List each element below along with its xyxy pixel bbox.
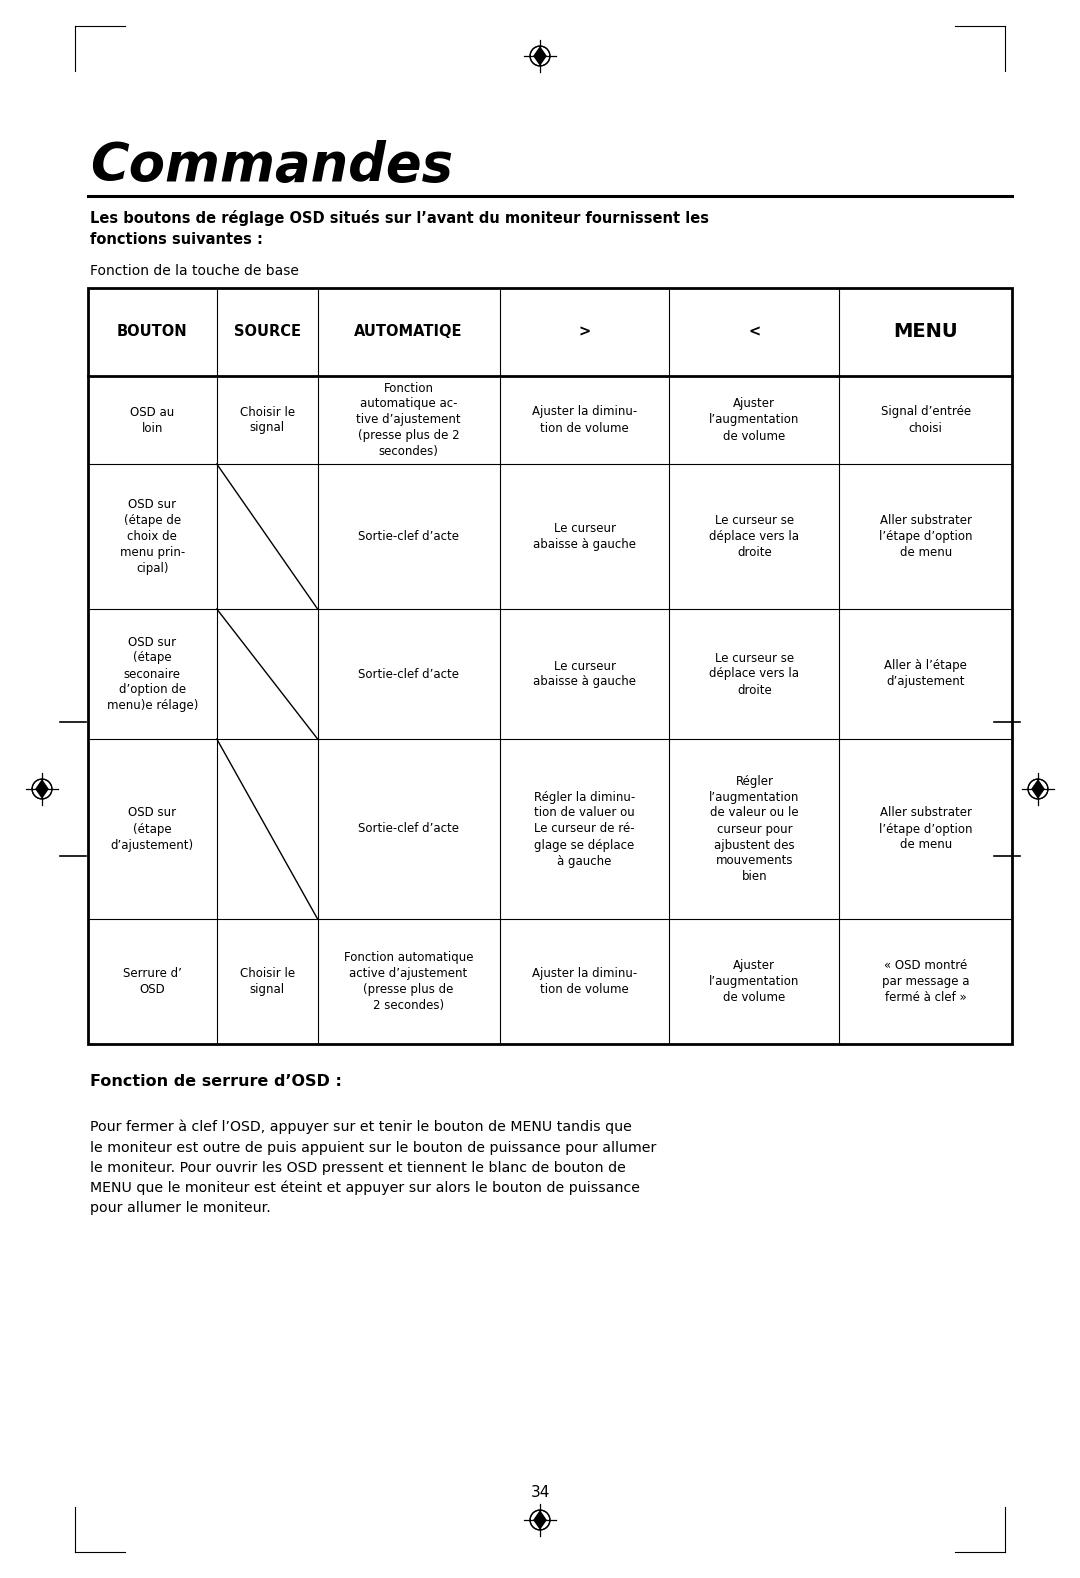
Text: Sortie-clef d’acte: Sortie-clef d’acte <box>359 822 459 835</box>
Text: Commandes: Commandes <box>90 140 453 193</box>
Text: MENU: MENU <box>893 322 958 341</box>
Text: <: < <box>748 325 760 339</box>
Text: 34: 34 <box>530 1485 550 1501</box>
Polygon shape <box>534 1510 546 1531</box>
Text: Sortie-clef d’acte: Sortie-clef d’acte <box>359 667 459 680</box>
Text: Régler
l’augmentation
de valeur ou le
curseur pour
ajbustent des
mouvements
bien: Régler l’augmentation de valeur ou le cu… <box>710 775 799 884</box>
Text: Le curseur
abaisse à gauche: Le curseur abaisse à gauche <box>534 522 636 551</box>
Text: Fonction de la touche de base: Fonction de la touche de base <box>90 264 299 278</box>
Text: >: > <box>579 325 591 339</box>
Text: Régler la diminu-
tion de valuer ou
Le curseur de ré-
glage se déplace
à gauche: Régler la diminu- tion de valuer ou Le c… <box>534 791 635 868</box>
Text: Aller à l’étape
d’ajustement: Aller à l’étape d’ajustement <box>885 660 967 688</box>
Text: Signal d’entrée
choisi: Signal d’entrée choisi <box>880 406 971 434</box>
Text: Fonction
automatique ac-
tive d’ajustement
(presse plus de 2
secondes): Fonction automatique ac- tive d’ajusteme… <box>356 382 461 459</box>
Text: Choisir le
signal: Choisir le signal <box>240 406 295 434</box>
Polygon shape <box>36 780 49 798</box>
Text: SOURCE: SOURCE <box>233 325 300 339</box>
Text: BOUTON: BOUTON <box>117 325 188 339</box>
Text: OSD sur
(étape de
choix de
menu prin-
cipal): OSD sur (étape de choix de menu prin- ci… <box>120 499 185 574</box>
Text: AUTOMATIQE: AUTOMATIQE <box>354 325 463 339</box>
Text: OSD au
loin: OSD au loin <box>131 406 175 434</box>
Bar <box>87 289 1012 1045</box>
Polygon shape <box>534 46 546 66</box>
Text: Ajuster
l’augmentation
de volume: Ajuster l’augmentation de volume <box>710 959 799 1004</box>
Text: Le curseur
abaisse à gauche: Le curseur abaisse à gauche <box>534 660 636 688</box>
Text: « OSD montré
par message a
fermé à clef »: « OSD montré par message a fermé à clef … <box>882 959 970 1004</box>
Text: Les boutons de réglage OSD situés sur l’avant du moniteur fournissent les
foncti: Les boutons de réglage OSD situés sur l’… <box>90 210 708 248</box>
Text: Aller substrater
l’étape d’option
de menu: Aller substrater l’étape d’option de men… <box>879 806 972 852</box>
Polygon shape <box>1031 780 1044 798</box>
Text: OSD sur
(étape
d’ajustement): OSD sur (étape d’ajustement) <box>111 806 194 852</box>
Text: OSD sur
(étape
seconaire
d’option de
menu)e rélage): OSD sur (étape seconaire d’option de men… <box>107 636 198 713</box>
Text: Ajuster la diminu-
tion de volume: Ajuster la diminu- tion de volume <box>532 967 637 996</box>
Text: Fonction automatique
active d’ajustement
(presse plus de
2 secondes): Fonction automatique active d’ajustement… <box>343 952 473 1011</box>
Text: Pour fermer à clef l’OSD, appuyer sur et tenir le bouton de MENU tandis que
le m: Pour fermer à clef l’OSD, appuyer sur et… <box>90 1120 657 1215</box>
Text: Fonction de serrure d’OSD :: Fonction de serrure d’OSD : <box>90 1075 342 1089</box>
Text: Le curseur se
déplace vers la
droite: Le curseur se déplace vers la droite <box>710 652 799 696</box>
Text: Choisir le
signal: Choisir le signal <box>240 967 295 996</box>
Text: Le curseur se
déplace vers la
droite: Le curseur se déplace vers la droite <box>710 514 799 559</box>
Text: Serrure d’
OSD: Serrure d’ OSD <box>123 967 181 996</box>
Text: Aller substrater
l’étape d’option
de menu: Aller substrater l’étape d’option de men… <box>879 514 972 559</box>
Text: Ajuster
l’augmentation
de volume: Ajuster l’augmentation de volume <box>710 398 799 442</box>
Text: Ajuster la diminu-
tion de volume: Ajuster la diminu- tion de volume <box>532 406 637 434</box>
Text: Sortie-clef d’acte: Sortie-clef d’acte <box>359 530 459 543</box>
